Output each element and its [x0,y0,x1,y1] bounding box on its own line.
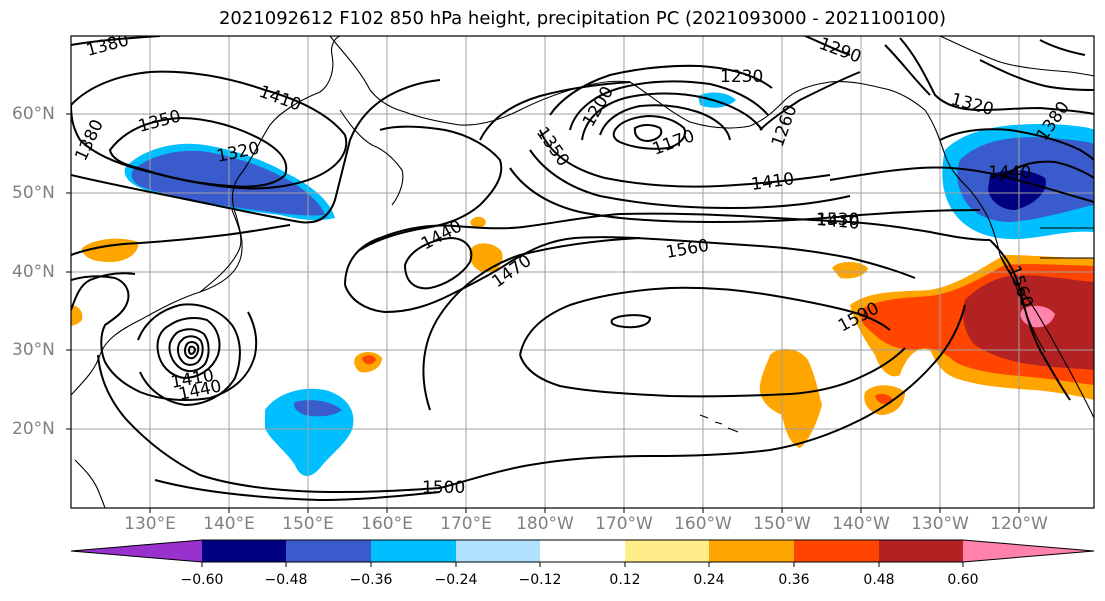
colorbar-tick-label: 0.12 [609,572,641,588]
colorbar-ticks [201,562,964,567]
lon-label: 160°W [674,514,732,534]
lat-label: 30°N [12,340,55,360]
colorbar-tick-label: −0.24 [434,572,478,588]
colorbar-segments [70,539,1095,563]
precip-pos-midlat-small [470,216,486,229]
colorbar-tick-label: −0.12 [518,572,562,588]
precip-shading [71,92,1094,476]
graticule [71,36,1094,508]
map-title: 2021092612 F102 850 hPa height, precipit… [218,8,947,29]
colorbar-segment [709,540,794,562]
lon-label: 140°W [832,514,890,534]
contour-label: 1500 [422,478,465,498]
contour-label: 1440 [988,163,1031,183]
colorbar-segment [963,540,1094,562]
lon-label: 170°W [595,514,653,534]
lon-label: 160°E [361,514,413,534]
colorbar-segment [371,540,456,562]
colorbar-segment [71,540,202,562]
precip-neg-pacific-nw-core [988,170,1046,210]
contour-label: 1230 [720,67,763,87]
colorbar-segment [879,540,963,562]
colorbar-segment [456,540,540,562]
colorbar-tick-label: −0.48 [264,572,308,588]
precip-neg-okhotsk-inner [131,150,325,216]
colorbar-segment [794,540,879,562]
colorbar-tick-label: 0.24 [693,572,725,588]
colorbar-segment [625,540,709,562]
colorbar-tick-label: −0.36 [349,572,393,588]
precip-neg-central-inner [294,400,342,417]
lon-label: 170°E [440,514,492,534]
lat-label: 60°N [12,104,55,124]
precip-pos-east-pacific [759,348,822,448]
precip-pos-west-edge [71,305,83,326]
lon-label: 150°E [282,514,334,534]
lat-label: 40°N [12,262,55,282]
height-contours [71,36,1094,502]
lon-label: 150°W [753,514,811,534]
lon-label: 120°W [990,514,1048,534]
colorbar-tick-label: 0.48 [863,572,895,588]
colorbar-segment [286,540,371,562]
lon-label: 130°E [124,514,176,534]
lon-label: 140°E [203,514,255,534]
colorbar-tick-label: −0.60 [180,572,224,588]
precip-pos-east-sub-core [875,393,893,405]
contour-label: 1530 [816,210,859,230]
colorbar-tick-label: 0.60 [947,572,979,588]
colorbar-segment [540,540,625,562]
axis-ticks [66,113,1020,513]
lon-label: 130°W [911,514,969,534]
lat-label: 50°N [12,183,55,203]
contour-label: 1410 [816,210,861,234]
precip-pos-subtropic-core [362,355,376,365]
colorbar-segment [202,540,286,562]
lon-label: 180°W [516,514,574,534]
precip-pos-east-small [832,262,868,279]
colorbar-tick-label: 0.36 [778,572,810,588]
lat-label: 20°N [12,419,55,439]
